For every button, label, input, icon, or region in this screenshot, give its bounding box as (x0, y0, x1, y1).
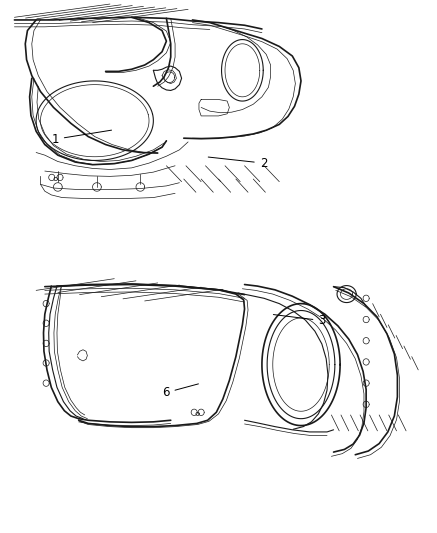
Text: 6: 6 (162, 384, 198, 399)
Text: 1: 1 (51, 130, 111, 146)
Text: 3: 3 (274, 314, 326, 327)
Text: 2: 2 (208, 157, 267, 169)
